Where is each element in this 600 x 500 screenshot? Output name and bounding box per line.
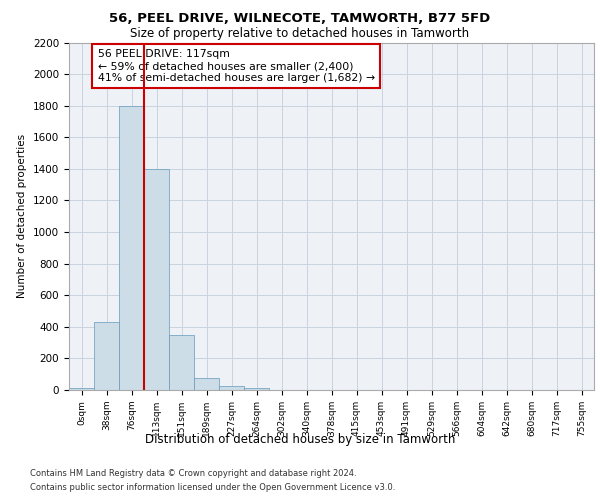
Y-axis label: Number of detached properties: Number of detached properties [17, 134, 28, 298]
Bar [219, 386, 244, 390]
Bar [69, 388, 94, 390]
Text: 56, PEEL DRIVE, WILNECOTE, TAMWORTH, B77 5FD: 56, PEEL DRIVE, WILNECOTE, TAMWORTH, B77… [109, 12, 491, 26]
Text: Contains public sector information licensed under the Open Government Licence v3: Contains public sector information licen… [30, 482, 395, 492]
Text: Contains HM Land Registry data © Crown copyright and database right 2024.: Contains HM Land Registry data © Crown c… [30, 469, 356, 478]
Text: Distribution of detached houses by size in Tamworth: Distribution of detached houses by size … [145, 432, 455, 446]
Bar [144, 169, 169, 390]
Text: Size of property relative to detached houses in Tamworth: Size of property relative to detached ho… [130, 28, 470, 40]
Bar [94, 322, 119, 390]
Bar [169, 334, 194, 390]
Bar [194, 378, 219, 390]
Bar [244, 388, 269, 390]
Text: 56 PEEL DRIVE: 117sqm
← 59% of detached houses are smaller (2,400)
41% of semi-d: 56 PEEL DRIVE: 117sqm ← 59% of detached … [98, 50, 375, 82]
Bar [119, 106, 144, 390]
